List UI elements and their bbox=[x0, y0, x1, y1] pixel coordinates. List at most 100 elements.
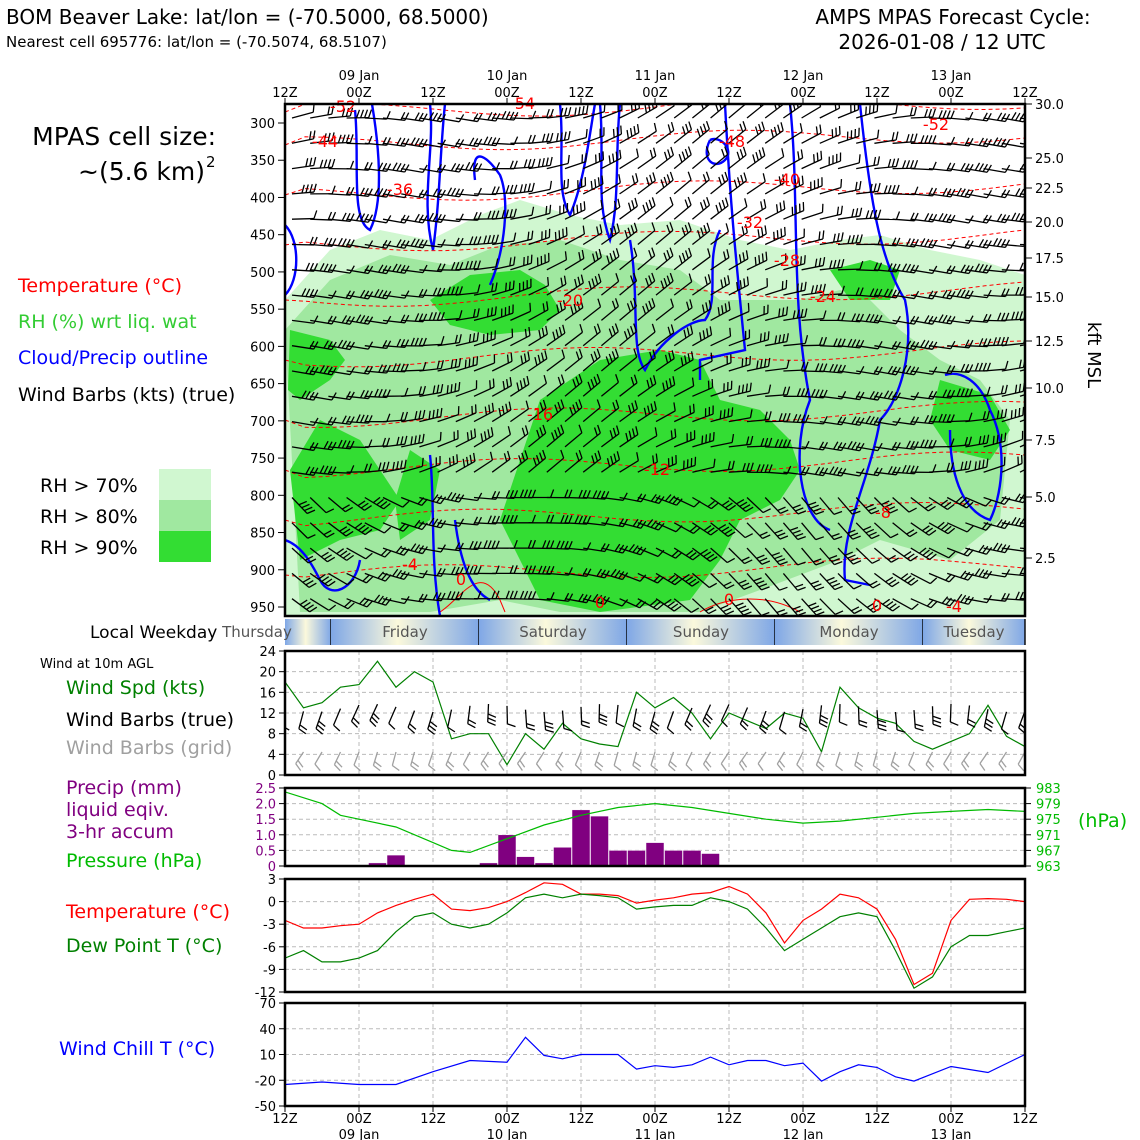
wind-barb-grid bbox=[796, 751, 804, 772]
legend-temperature: Temperature (°C) bbox=[17, 275, 182, 297]
wind-barb bbox=[983, 519, 1011, 530]
height-tick-label: 20.0 bbox=[1035, 216, 1064, 231]
wind-barb bbox=[801, 177, 823, 195]
wind-barb bbox=[947, 264, 974, 275]
wind-barb bbox=[601, 149, 622, 170]
wind-barb bbox=[1019, 243, 1025, 246]
wind-barb bbox=[728, 198, 748, 220]
wind-barb bbox=[637, 493, 665, 505]
wind-barb bbox=[965, 137, 992, 148]
temperature-contour bbox=[285, 340, 1025, 368]
wind-barb bbox=[928, 340, 956, 350]
wind-barb bbox=[728, 104, 747, 119]
wind-barb bbox=[1019, 461, 1025, 473]
wind-barb bbox=[856, 366, 883, 376]
wind-barb bbox=[673, 196, 692, 220]
wind-barb bbox=[947, 460, 972, 473]
wind-barb bbox=[946, 496, 974, 509]
height-axis-label: kft MSL bbox=[1083, 322, 1104, 388]
wind-barb bbox=[1019, 117, 1025, 123]
wind-barb bbox=[619, 297, 638, 321]
wind-barb bbox=[291, 183, 317, 195]
wind-barb bbox=[856, 209, 882, 220]
wind-barb bbox=[582, 399, 601, 423]
wind-barb-true bbox=[524, 709, 536, 731]
wind-barb bbox=[692, 432, 715, 448]
legend-rh: RH (%) wrt liq. wat bbox=[18, 311, 197, 333]
cloud-outline bbox=[705, 137, 730, 166]
bottom-tick-label: 00Z bbox=[790, 1112, 816, 1127]
wind-barb bbox=[782, 522, 806, 541]
header-title-right-2: 2026-01-08 / 12 UTC bbox=[838, 30, 1045, 54]
wind-barb bbox=[965, 239, 992, 249]
wind-barb-grid bbox=[998, 751, 1008, 772]
wind-barb bbox=[673, 325, 694, 347]
wind-barb bbox=[291, 340, 319, 350]
wind-barb bbox=[983, 456, 1006, 473]
wind-barb bbox=[856, 182, 881, 195]
wind-barb bbox=[764, 122, 784, 144]
wind-barb bbox=[819, 598, 844, 615]
wind-barb bbox=[782, 497, 807, 515]
wind-barb bbox=[582, 373, 601, 397]
wind-barb bbox=[473, 258, 499, 271]
y-tick-label: 2.5 bbox=[255, 782, 276, 797]
wind-barb bbox=[728, 276, 750, 296]
wind-barb bbox=[710, 433, 735, 448]
wind-barb bbox=[1001, 406, 1025, 423]
wind-barb bbox=[746, 121, 766, 144]
wind-barb bbox=[310, 105, 335, 119]
pressure-tick-label: 450 bbox=[250, 229, 275, 244]
wind-barb bbox=[746, 384, 772, 397]
wind-barb bbox=[492, 256, 516, 271]
bottom-day-label: 12 Jan bbox=[783, 1128, 824, 1140]
wind-barb bbox=[473, 306, 497, 322]
wind-barb bbox=[983, 164, 1011, 174]
cloud-outline bbox=[473, 155, 507, 286]
temperature-label: -4 bbox=[402, 555, 418, 574]
wind-barb bbox=[328, 598, 355, 610]
precip-bar bbox=[664, 850, 683, 866]
wind-barb bbox=[819, 125, 841, 144]
wind-barb bbox=[455, 404, 477, 423]
wind-barb bbox=[746, 572, 770, 591]
legend-precip-2: liquid eqiv. bbox=[66, 799, 169, 821]
header-title-left: BOM Beaver Lake: lat/lon = (-70.5000, 68… bbox=[6, 5, 489, 29]
legend-rh90: RH > 90% bbox=[40, 537, 138, 559]
wind-barb bbox=[619, 247, 638, 271]
wind-barb bbox=[601, 518, 628, 528]
wind-barb bbox=[437, 358, 462, 372]
wind-barb bbox=[837, 366, 865, 375]
wind-barb bbox=[564, 348, 583, 372]
wind-barb bbox=[983, 112, 1011, 123]
wind-barb-grid bbox=[979, 751, 989, 771]
wind-barb bbox=[965, 112, 992, 122]
wind-barb bbox=[1019, 437, 1025, 448]
wind-barb bbox=[892, 106, 918, 119]
wind-barb-grid bbox=[702, 751, 712, 772]
wind-barb bbox=[746, 225, 767, 246]
wind-barb bbox=[528, 252, 550, 271]
wind-barb bbox=[419, 360, 444, 372]
wind-barb bbox=[965, 458, 989, 473]
wind-barb bbox=[783, 335, 809, 347]
wind-barb bbox=[364, 340, 392, 350]
wind-barb bbox=[601, 451, 621, 473]
wind-barb bbox=[619, 124, 640, 144]
wind-barb bbox=[346, 240, 374, 249]
temperature-label: -48 bbox=[719, 132, 745, 151]
wind-barb bbox=[874, 598, 900, 612]
wind-barb bbox=[801, 104, 822, 119]
wind-barb bbox=[928, 187, 956, 198]
top-tick-label: 00Z bbox=[346, 86, 372, 101]
wind-barb bbox=[582, 248, 602, 271]
wind-barb bbox=[401, 593, 428, 603]
wind-barb bbox=[673, 377, 695, 397]
panel-plot bbox=[285, 1036, 1025, 1086]
wind-barb bbox=[837, 391, 865, 401]
y-tick-label: 1.0 bbox=[255, 829, 276, 844]
wind-barb bbox=[728, 435, 754, 448]
wind-barb bbox=[983, 237, 1011, 249]
wind-barb bbox=[819, 258, 845, 271]
wind-barb-true bbox=[350, 704, 360, 728]
